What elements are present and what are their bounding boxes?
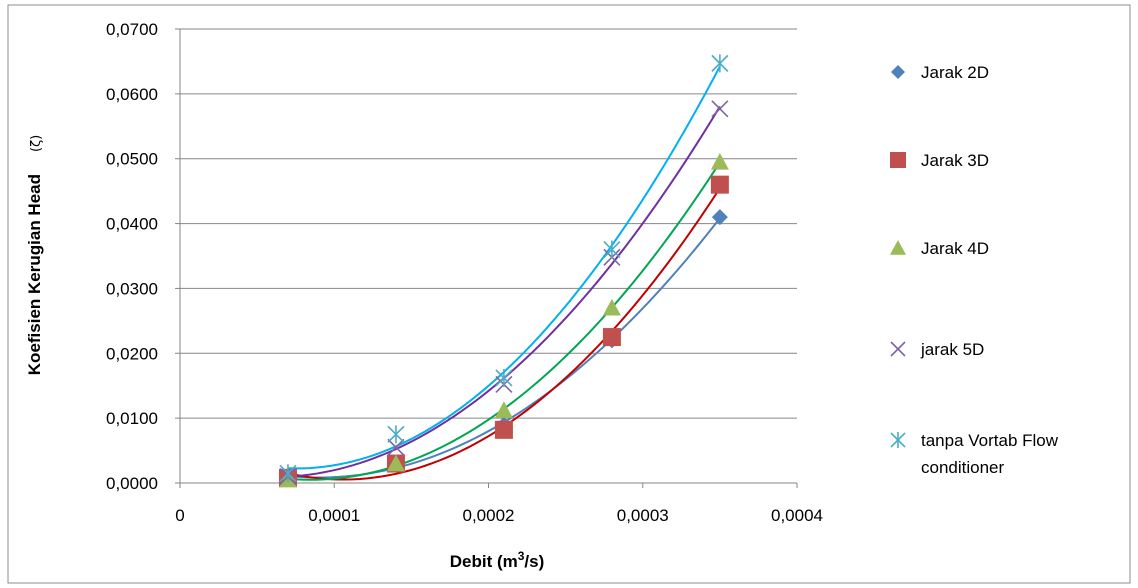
y-axis-title: Koefisien Kerugian Head (ζ) (25, 135, 44, 375)
x-marker-stroke (711, 100, 729, 118)
x-tick-labels: 0 0,0001 0,0002 0,0003 0,0004 (175, 506, 823, 525)
square-marker (494, 420, 513, 439)
legend-label-line: conditioner (921, 458, 1005, 477)
legend: Jarak 2D Jarak 3D Jarak 4D jarak 5D tanpa Vo… (890, 63, 1059, 477)
triangle-marker (710, 152, 729, 170)
y-tick-labels: 0,0000 0,0100 0,0200 0,0300 0,0400 0,0500 0,06… (106, 20, 158, 493)
x-tick-label: 0,0002 (463, 506, 515, 525)
legend-entry: Jarak 2D (891, 63, 989, 82)
legend-label: Jarak 4D (921, 239, 989, 258)
gridlines (180, 28, 797, 419)
data-point (387, 425, 405, 444)
y-tick-label: 0,0200 (106, 344, 158, 363)
data-point (711, 100, 729, 118)
y-tick-label: 0,0100 (106, 409, 158, 428)
y-tick-label: 0,0500 (106, 150, 158, 169)
data-point (602, 328, 621, 347)
square-marker (710, 175, 729, 194)
legend-entry: Jarak 4D (890, 239, 989, 258)
square-marker (890, 152, 906, 168)
data-point (279, 464, 297, 483)
data-point (602, 298, 621, 316)
data-point (711, 209, 728, 226)
x-tick-label: 0,0001 (308, 506, 360, 525)
data-point (387, 438, 405, 456)
legend-label-line: tanpa Vortab Flow (921, 431, 1059, 450)
x-axis-title-main: Debit (m (450, 552, 518, 571)
diamond-marker (891, 65, 905, 79)
legend-marker (890, 152, 906, 168)
legend-entry: Jarak 3D (890, 151, 989, 170)
data-point (710, 175, 729, 194)
square-marker (602, 328, 621, 347)
legend-label: jarak 5D (920, 340, 984, 359)
legend-label: tanpa Vortab Flow conditioner (921, 431, 1059, 477)
y-axis-symbol: (ζ) (29, 135, 44, 152)
x-axis-title: Debit (m3/s) (450, 549, 545, 571)
data-point (711, 54, 729, 73)
data-point (603, 240, 621, 259)
chart-frame (7, 4, 1131, 584)
x-tick-label: 0,0004 (771, 506, 823, 525)
legend-marker (891, 65, 905, 79)
data-point (386, 454, 405, 472)
data-point (495, 368, 513, 387)
y-axis-title-main: Koefisien Kerugian Head (25, 174, 44, 375)
x-marker-stroke (387, 438, 405, 456)
data-point (710, 152, 729, 170)
data-point (494, 420, 513, 439)
legend-label: Jarak 3D (921, 151, 989, 170)
y-tick-label: 0,0300 (106, 279, 158, 298)
y-tick-label: 0,0400 (106, 215, 158, 234)
x-axis-title-end: /s) (524, 552, 544, 571)
x-marker-stroke (890, 341, 906, 357)
triangle-marker (890, 240, 906, 255)
triangle-marker (494, 401, 513, 419)
legend-label: Jarak 2D (921, 63, 989, 82)
legend-marker (890, 240, 906, 255)
x-tick-label: 0,0003 (617, 506, 669, 525)
diamond-marker (711, 209, 728, 226)
x-tick-label: 0 (175, 506, 184, 525)
data-point (494, 401, 513, 419)
data-points (278, 54, 729, 488)
y-tick-label: 0,0700 (106, 20, 158, 39)
y-tick-label: 0,0600 (106, 85, 158, 104)
legend-marker (890, 432, 906, 448)
triangle-marker (386, 454, 405, 472)
legend-entry: jarak 5D (890, 340, 984, 359)
legend-marker (890, 341, 906, 357)
triangle-marker (602, 298, 621, 316)
legend-entry: tanpa Vortab Flow conditioner (890, 431, 1059, 477)
y-tick-label: 0,0000 (106, 474, 158, 493)
x-axis-title-sup: 3 (518, 549, 525, 563)
